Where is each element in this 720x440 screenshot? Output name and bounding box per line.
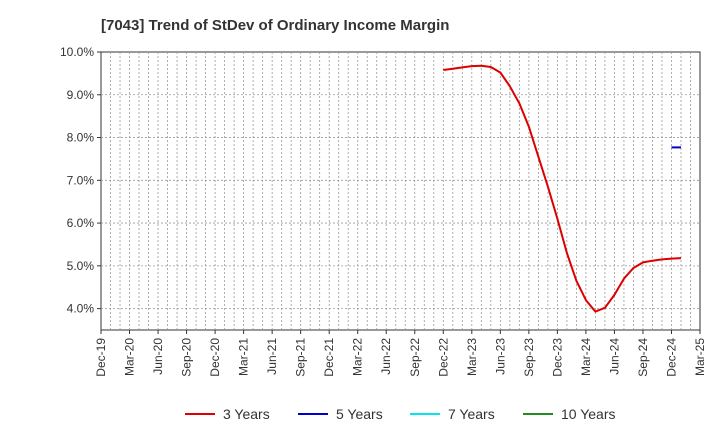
x-tick-label: Sep-23 — [522, 338, 536, 377]
legend-label: 10 Years — [561, 406, 616, 422]
x-tick-label: Jun-23 — [493, 338, 507, 375]
x-tick-label: Dec-20 — [208, 338, 222, 377]
series-line-3-years — [443, 64, 682, 313]
x-tick-label: Jun-22 — [379, 338, 393, 375]
x-tick-label: Sep-21 — [294, 338, 308, 377]
x-tick-label: Dec-23 — [550, 338, 564, 377]
legend-label: 5 Years — [336, 406, 383, 422]
series-lines — [443, 64, 682, 313]
x-tick-label: Dec-21 — [322, 338, 336, 377]
x-tick-label: Mar-25 — [693, 338, 707, 376]
legend-label: 3 Years — [223, 406, 270, 422]
x-tick-label: Jun-24 — [607, 338, 621, 375]
x-axis-ticks: Dec-19 Mar-20 Jun-20 Sep-20 Dec-20 Mar-21 Jun-… — [94, 330, 707, 377]
x-tick-label: Dec-22 — [436, 338, 450, 377]
x-tick-label: Dec-24 — [664, 338, 678, 377]
y-tick-label: 7.0% — [67, 173, 95, 187]
y-tick-label: 8.0% — [67, 131, 95, 145]
y-tick-label: 5.0% — [67, 259, 95, 273]
x-tick-label: Jun-20 — [151, 338, 165, 375]
y-tick-label: 9.0% — [67, 88, 95, 102]
y-tick-label: 6.0% — [67, 216, 95, 230]
legend: 3 Years 5 Years 7 Years 10 Years — [185, 406, 616, 422]
x-tick-label: Mar-20 — [123, 338, 137, 376]
x-tick-label: Dec-19 — [94, 338, 108, 377]
y-tick-label: 10.0% — [60, 45, 94, 59]
x-tick-label: Mar-22 — [351, 338, 365, 376]
x-tick-label: Mar-23 — [465, 338, 479, 376]
plot-frame — [100, 51, 701, 331]
x-tick-label: Mar-21 — [237, 338, 251, 376]
x-tick-label: Sep-24 — [636, 338, 650, 377]
y-axis-ticks: 4.0% 5.0% 6.0% 7.0% 8.0% 9.0% 10.0% — [60, 45, 101, 316]
legend-label: 7 Years — [448, 406, 495, 422]
y-tick-label: 4.0% — [67, 302, 95, 316]
plot-area — [100, 51, 701, 331]
x-tick-label: Mar-24 — [579, 338, 593, 376]
x-tick-label: Sep-20 — [180, 338, 194, 377]
chart-title: [7043] Trend of StDev of Ordinary Income… — [101, 17, 449, 34]
x-tick-label: Jun-21 — [265, 338, 279, 375]
x-tick-label: Sep-22 — [408, 338, 422, 377]
